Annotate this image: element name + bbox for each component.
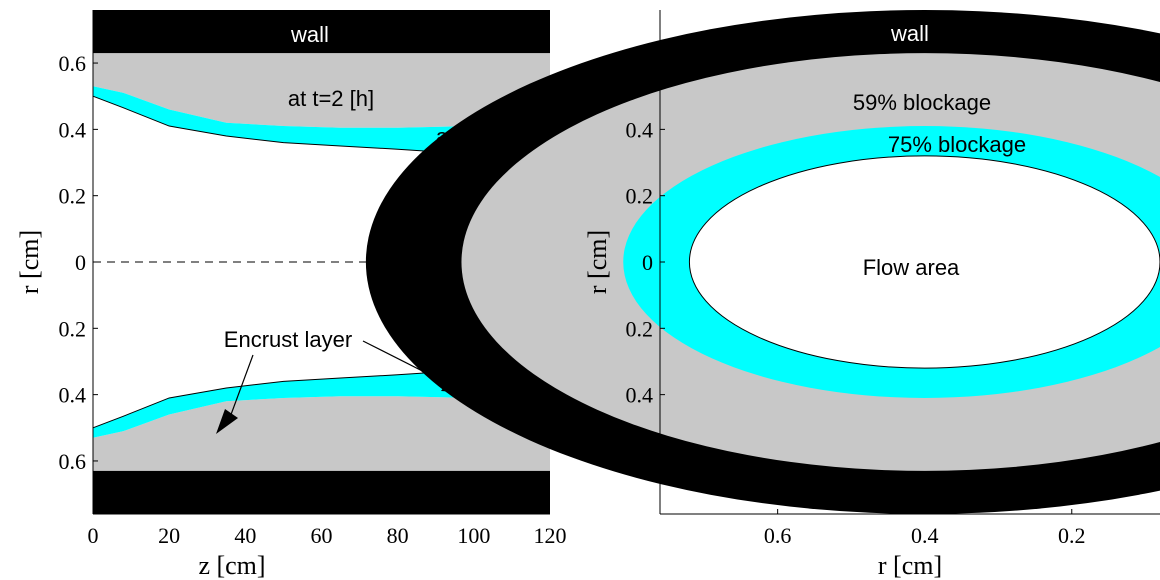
right-y-tick-label: 0.4 [626,117,654,142]
left-y-tick-label: 0.6 [59,51,87,76]
right-x-tick-label: 0.2 [1058,523,1086,548]
right-x-tick-label: 0.4 [911,523,939,548]
left-x-tick-label: 120 [534,523,567,548]
right-plot-area [366,10,1160,515]
encrust-arrow-1 [216,354,254,434]
left-x-axis-label: z [cm] [198,551,265,580]
right-panel: 0.6 0.4 0.2 0.6 0.4 0.2 0 0.2 0.4 0.6 r [cm] r [c… [366,10,1160,580]
left-y-tick-label: 0.4 [59,383,87,408]
left-panel: 0 20 40 60 80 100 120 0.6 0.4 0.2 0 0.2 0.4 0.6 z [c… [15,10,567,580]
deposit-t2-bottom [93,396,550,471]
right-y-tick-label: 0.6 [626,51,654,76]
right-y-tick-label: 0.2 [626,184,654,209]
left-x-tick-label: 80 [387,523,409,548]
deposit-t4-bottom [93,368,550,438]
left-y-tick-label: 0 [75,250,86,275]
left-x-tick-label: 40 [234,523,256,548]
right-y-tick-label: 0.4 [626,383,654,408]
left-x-tick-label: 60 [311,523,333,548]
left-y-tick-label: 0.2 [59,184,87,209]
wall-bottom [93,470,550,514]
right-x-tick-label: 0.6 [764,523,792,548]
encrust-layer-label: Encrust layer [224,327,352,352]
left-x-tick-label: 20 [158,523,180,548]
blockage-59-label: 59% blockage [853,90,991,115]
right-y-ticks: 0.6 0.4 0.2 0 0.2 0.4 0.6 [626,51,665,474]
right-x-axis-label: r [cm] [878,551,942,580]
left-wall-label: wall [290,22,329,47]
deposit-t2-top [93,53,550,128]
wall-top [93,10,550,54]
left-y-tick-label: 0.6 [59,449,87,474]
flow-area-label: Flow area [863,255,960,280]
blockage-75-label: 75% blockage [888,132,1026,157]
right-wall-label: wall [890,21,929,46]
right-y-axis-label: r [cm] [583,230,612,294]
left-x-tick-label: 0 [88,523,99,548]
deposit-t4-top [93,86,550,156]
left-y-axis-label: r [cm] [15,230,44,294]
encrust-arrow-1-head [216,409,238,434]
left-x-ticks: 0 20 40 60 80 100 120 [88,523,567,548]
left-x-tick-label: 100 [457,523,490,548]
left-t2-label: at t=2 [h] [288,86,374,111]
left-y-tick-label: 0.4 [59,117,87,142]
right-y-tick-label: 0.2 [626,316,654,341]
left-y-ticks: 0.6 0.4 0.2 0 0.2 0.4 0.6 [59,51,98,474]
right-x-ticks: 0.6 0.4 0.2 [764,509,1086,548]
left-y-tick-label: 0.2 [59,316,87,341]
right-y-tick-label: 0.6 [626,449,654,474]
right-y-tick-label: 0 [642,250,653,275]
